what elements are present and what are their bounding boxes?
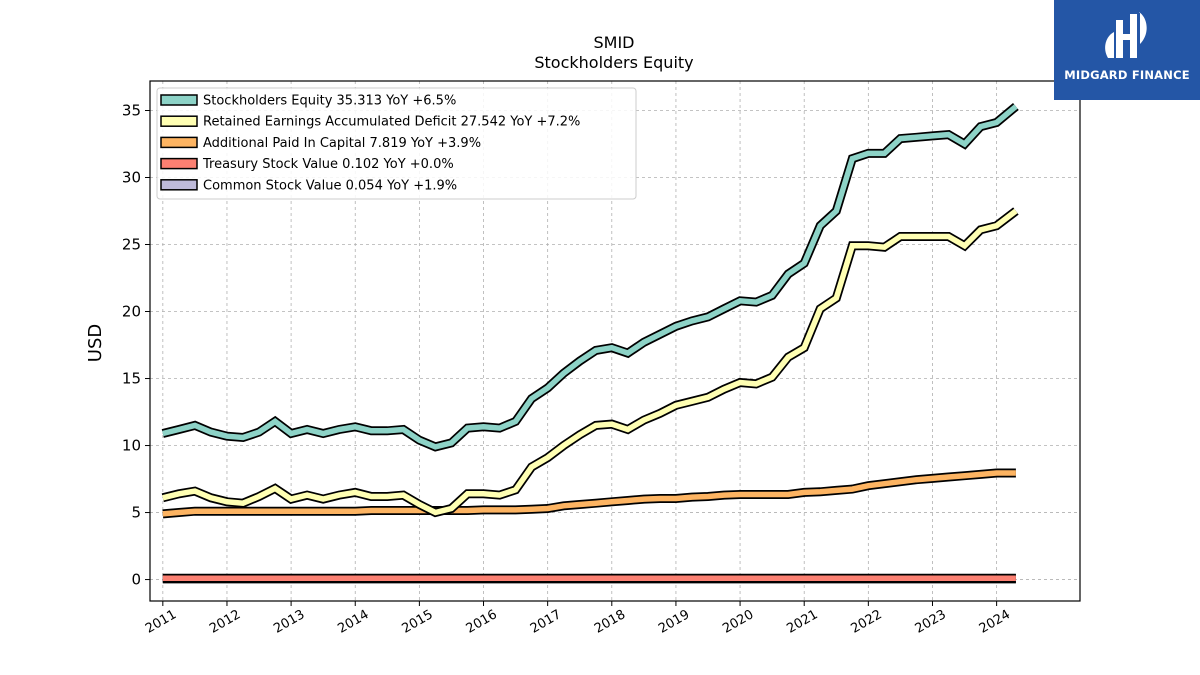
x-tick-label: 2011 (143, 607, 179, 637)
y-tick-label: 0 (131, 571, 141, 589)
series-stroke (162, 104, 1018, 450)
y-axis-label: USD (85, 324, 106, 362)
legend-swatch (160, 115, 198, 127)
legend-label: Treasury Stock Value 0.102 YoY +0.0% (202, 157, 454, 172)
x-tick-label: 2019 (656, 607, 692, 637)
brand-name: MIDGARD FINANCE (1064, 68, 1190, 82)
x-tick-label: 2024 (977, 607, 1013, 637)
y-tick-label: 15 (122, 370, 141, 388)
x-tick-label: 2017 (528, 607, 564, 637)
series-stroke (162, 208, 1018, 516)
series-line-0 (161, 103, 1019, 452)
y-tick-label: 30 (122, 168, 141, 186)
x-tick-label: 2012 (207, 607, 243, 637)
legend-item: Common Stock Value 0.054 YoY +1.9% (160, 178, 457, 193)
chart-title: SMID (594, 33, 635, 52)
y-tick-label: 35 (122, 101, 141, 119)
plot-area-frame (149, 80, 1081, 602)
x-tick-label: 2015 (400, 607, 436, 637)
x-tick-label: 2023 (913, 607, 949, 637)
series-lines (161, 103, 1019, 584)
legend: Stockholders Equity 35.313 YoY +6.5% Reta… (156, 87, 637, 200)
y-tick-label: 20 (122, 303, 141, 321)
legend-swatch (160, 94, 198, 106)
legend-label: Additional Paid In Capital 7.819 YoY +3.… (203, 136, 481, 151)
y-tick-label: 5 (131, 504, 141, 522)
x-tick-label: 2022 (849, 607, 885, 637)
legend-swatch (160, 136, 198, 149)
x-tick-label: 2020 (720, 607, 756, 637)
legend-label: Stockholders Equity 35.313 YoY +6.5% (203, 94, 456, 109)
legend-item: Additional Paid In Capital 7.819 YoY +3.… (160, 136, 481, 151)
x-tick-label: 2018 (592, 607, 628, 637)
x-tick-label: 2021 (784, 607, 820, 637)
legend-swatch (160, 157, 198, 170)
legend-box (156, 87, 637, 200)
legend-item: Retained Earnings Accumulated Deficit 27… (160, 115, 580, 130)
legend-label: Retained Earnings Accumulated Deficit 27… (203, 115, 580, 130)
logo-mark-icon (1105, 12, 1147, 58)
series-stroke (162, 470, 1016, 517)
legend-item: Treasury Stock Value 0.102 YoY +0.0% (160, 157, 454, 172)
legend-label: Common Stock Value 0.054 YoY +1.9% (203, 178, 457, 193)
series-line-1 (161, 207, 1019, 518)
legend-swatch (160, 179, 198, 191)
y-tick-label: 25 (122, 236, 141, 254)
legend-item: Stockholders Equity 35.313 YoY +6.5% (160, 94, 456, 109)
x-tick-label: 2013 (271, 607, 307, 637)
series-line-2 (162, 468, 1016, 519)
midgard-finance-logo: MIDGARD FINANCE (1054, 0, 1200, 100)
x-tick-label: 2016 (464, 607, 500, 637)
chart-subtitle: Stockholders Equity (534, 53, 693, 72)
x-tick-label: 2014 (335, 607, 371, 637)
y-tick-label: 10 (122, 437, 141, 455)
